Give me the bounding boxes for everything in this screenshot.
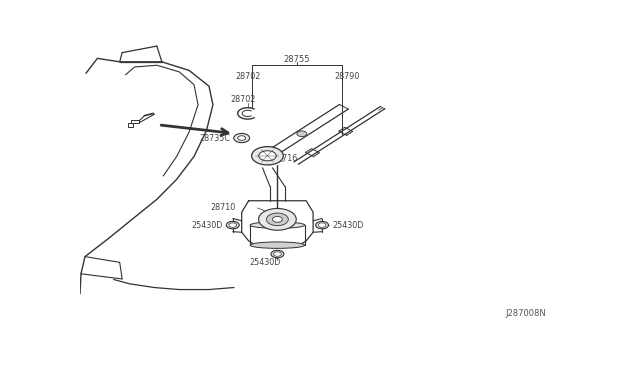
- Circle shape: [227, 221, 239, 229]
- Ellipse shape: [269, 150, 278, 154]
- Text: 28790: 28790: [335, 72, 360, 81]
- Circle shape: [266, 213, 288, 226]
- Circle shape: [237, 136, 246, 140]
- Circle shape: [318, 223, 326, 227]
- Text: 28755: 28755: [284, 55, 310, 64]
- Text: 25430D: 25430D: [250, 258, 281, 267]
- Text: J287008N: J287008N: [506, 310, 547, 318]
- Circle shape: [234, 134, 250, 142]
- Text: 25430D: 25430D: [191, 221, 223, 230]
- Text: 28702: 28702: [235, 72, 260, 81]
- Text: 28710: 28710: [210, 202, 236, 212]
- Circle shape: [259, 151, 276, 161]
- Text: 28735C: 28735C: [200, 134, 230, 142]
- Circle shape: [252, 147, 284, 165]
- Text: 28702: 28702: [230, 95, 255, 104]
- Circle shape: [316, 221, 328, 229]
- Ellipse shape: [250, 222, 305, 228]
- Circle shape: [259, 208, 296, 230]
- Bar: [131, 120, 138, 123]
- Text: 28716: 28716: [273, 154, 298, 163]
- Circle shape: [273, 252, 281, 256]
- Ellipse shape: [250, 242, 305, 248]
- Circle shape: [297, 131, 307, 137]
- Bar: [127, 122, 132, 127]
- Circle shape: [271, 250, 284, 258]
- Circle shape: [273, 217, 282, 222]
- Text: 25430D: 25430D: [332, 221, 364, 230]
- Circle shape: [229, 223, 237, 227]
